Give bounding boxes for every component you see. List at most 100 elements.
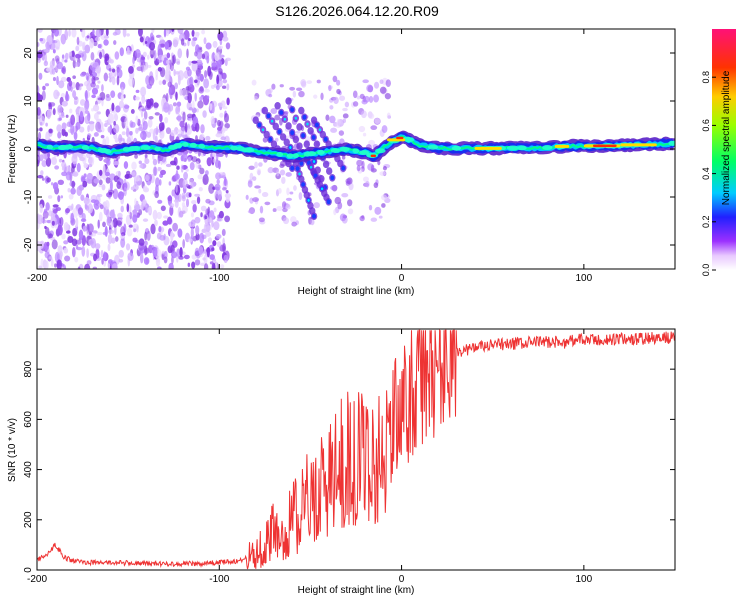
spectrogram-noise-dot: [134, 48, 141, 58]
spectrogram-noise-dot: [155, 257, 161, 267]
spectrogram-striation-core: [311, 135, 316, 140]
spectrogram-noise-dot: [105, 93, 110, 98]
spectrogram-noise-dot: [259, 205, 264, 214]
spectrogram-noise-dot: [66, 121, 72, 128]
spectrogram-noise-dot: [46, 219, 52, 224]
spectrogram-noise-dot: [196, 196, 201, 204]
spectrogram-noise-dot: [64, 29, 69, 41]
spectrogram-noise-dot: [184, 122, 188, 133]
spectrogram-noise-dot: [373, 94, 379, 103]
spectrogram-noise-dot: [127, 252, 134, 262]
spectrogram-noise-dot: [180, 164, 184, 173]
spectrogram-y-tick-label: -10: [23, 189, 34, 204]
spectrogram-noise-dot: [165, 127, 172, 135]
spectrogram-noise-dot: [223, 113, 229, 123]
spectrogram-striation-core: [268, 137, 273, 142]
spectrogram-noise-dot: [61, 166, 65, 171]
spectrogram-striation-core: [302, 114, 307, 120]
spectrogram-noise-dot: [374, 206, 382, 215]
spectrogram-noise-dot: [116, 75, 120, 86]
spectrogram-noise-dot: [80, 175, 85, 183]
spectrogram-noise-dot: [90, 51, 95, 61]
spectrogram-noise-dot: [114, 51, 120, 60]
spectrogram-noise-dot: [70, 124, 75, 136]
spectrogram-noise-dot: [48, 256, 53, 260]
spectrogram-noise-dot: [285, 172, 292, 177]
spectrogram-noise-dot: [61, 171, 68, 177]
spectrogram-noise-dot: [77, 266, 81, 269]
spectrogram-noise-dot: [56, 124, 63, 133]
spectrogram-noise-dot: [149, 42, 156, 51]
spectrogram-noise-dot: [84, 90, 88, 101]
spectrogram-noise-dot: [254, 161, 258, 169]
spectrogram-noise-dot: [162, 79, 167, 85]
spectrogram-noise-dot: [226, 97, 230, 106]
snr-series-line: [36, 329, 676, 570]
spectrogram-noise-dot: [104, 122, 108, 128]
spectrogram-noise-dot: [47, 152, 51, 158]
spectrogram-noise-dot: [192, 203, 197, 213]
spectrogram-noise-dot: [146, 54, 150, 60]
spectrogram-noise-dot: [88, 156, 95, 166]
spectrogram-noise-dot: [113, 120, 116, 126]
colorbar-tick-label: 0.2: [701, 216, 711, 229]
spectrogram-noise-dot: [199, 167, 205, 175]
spectrogram-noise-dot: [112, 209, 115, 220]
spectrogram-noise-dot: [313, 94, 318, 99]
spectrogram-noise-dot: [77, 207, 84, 216]
spectrogram-noise-dot: [336, 79, 341, 86]
spectrogram-striation: [279, 133, 287, 141]
spectrogram-noise-dot: [370, 164, 375, 172]
spectrogram-ridge-warm: [620, 143, 657, 147]
spectrogram-noise-dot: [194, 247, 200, 257]
spectrogram-noise-dot: [298, 90, 305, 98]
spectrogram-noise-dot: [95, 65, 102, 74]
spectrogram-ridge-spot: [97, 147, 109, 153]
spectrogram-noise-dot: [341, 193, 349, 198]
spectrogram-ridge-spot: [63, 144, 74, 150]
spectrogram-noise-dot: [216, 152, 222, 157]
spectrogram-striation: [326, 167, 333, 175]
spectrogram-noise-dot: [61, 54, 65, 60]
spectrogram-noise-dot: [91, 87, 99, 95]
spectrogram-noise-dot: [157, 199, 163, 204]
spectrogram-striation: [307, 126, 314, 135]
spectrogram-noise-dot: [45, 131, 50, 142]
spectrogram-y-axis-label: Frequency (Hz): [7, 115, 18, 184]
spectrogram-noise-dot: [68, 193, 74, 200]
spectrogram-noise-dot: [267, 167, 274, 174]
spectrogram-noise-dot: [186, 127, 190, 138]
spectrogram-noise-dot: [60, 195, 64, 199]
spectrogram-noise-dot: [159, 36, 164, 41]
spectrogram-noise-dot: [106, 158, 111, 166]
spectrogram-striation-core: [301, 182, 306, 187]
spectrogram-noise-dot: [37, 214, 44, 225]
spectrogram-noise-dot: [163, 29, 167, 38]
spectrogram-noise-dot: [337, 201, 343, 210]
spectrogram-noise-dot: [50, 156, 57, 166]
spectrogram-noise-dot: [94, 243, 101, 250]
spectrogram-noise-dot: [293, 185, 297, 191]
spectrogram-noise-dot: [138, 127, 144, 131]
spectrogram-noise-dot: [175, 91, 178, 101]
spectrogram-ridge-spot: [81, 145, 90, 151]
spectrogram-noise-dot: [117, 212, 123, 219]
spectrogram-noise-dot: [192, 224, 195, 228]
spectrogram-noise-dot: [104, 53, 110, 61]
spectrogram-noise-dot: [65, 114, 69, 118]
colorbar-label: Normalized spectral amplitude: [721, 70, 732, 205]
spectrogram-striation-core: [290, 165, 295, 171]
spectrogram-ridge-spot: [173, 143, 182, 149]
spectrogram-noise-dot: [271, 83, 276, 90]
spectrogram-noise-dot: [220, 136, 227, 141]
spectrogram-noise-dot: [61, 122, 67, 130]
spectrogram-noise-dot: [190, 227, 194, 238]
spectrogram-noise-dot: [219, 112, 224, 118]
spectrogram-noise-dot: [333, 96, 339, 105]
spectrogram-noise-dot: [187, 92, 192, 104]
spectrogram-noise-dot: [190, 212, 195, 218]
spectrogram-noise-dot: [217, 119, 221, 127]
spectrogram-noise-dot: [174, 82, 179, 90]
spectrogram-noise-dot: [61, 233, 66, 240]
